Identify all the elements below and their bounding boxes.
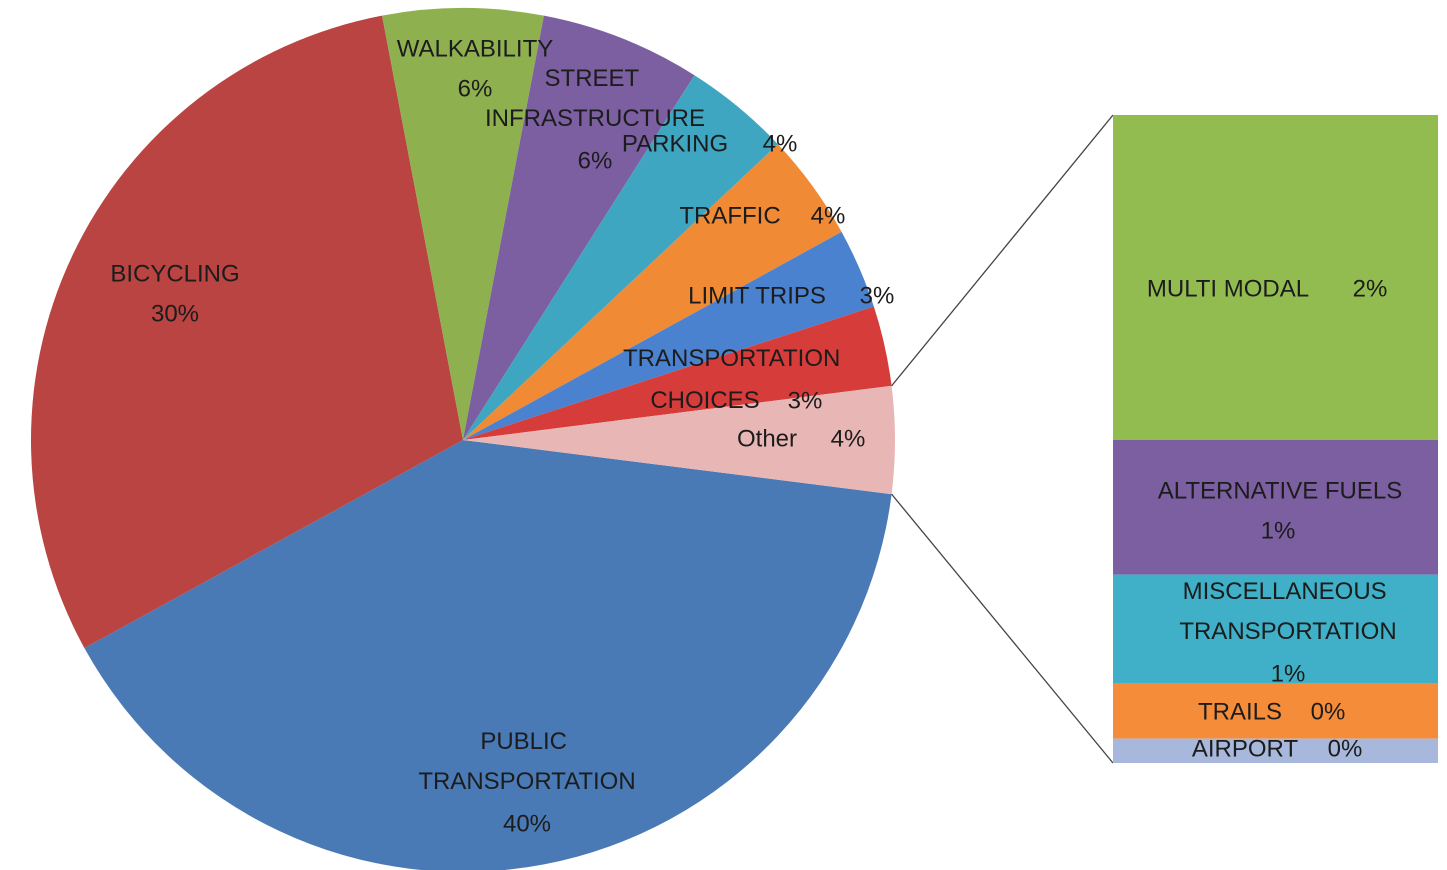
slice-value-label: 4% [811,202,846,229]
slice-label: TRAFFIC [679,202,780,229]
bar-value-label: 2% [1353,275,1388,302]
bar-label: MISCELLANEOUS TRANSPORTATION [1179,578,1396,645]
bar-segment [1113,574,1438,684]
pie-slice [382,7,544,440]
slice-value-label: 3% [788,387,823,414]
bar-value-label: 0% [1328,735,1363,762]
slice-value-label: 30% [151,300,199,327]
pie-slice [463,144,842,441]
pie-slice [463,75,778,440]
slice-label: TRANSPORTATION CHOICES [623,345,847,414]
bar-segment [1113,439,1438,575]
slice-label: PARKING [622,130,728,157]
slice-value-label: 40% [503,810,551,837]
slice-value-label: 4% [831,425,866,452]
pie-slice [30,15,463,649]
pie-slice [463,306,892,440]
bar-value-label: 1% [1271,660,1306,687]
slice-label: LIMIT TRIPS [688,282,826,309]
pie-slice [463,231,874,440]
slice-value-label: 6% [578,147,613,174]
bar-segment [1113,115,1438,440]
connector-line [891,493,1114,764]
slice-label: Other [737,425,797,452]
pie-slice [84,440,892,870]
bar-label: ALTERNATIVE FUELS [1158,477,1403,504]
bar-label: MULTI MODAL [1147,275,1309,302]
bar-segment [1113,738,1438,763]
bar-label: TRAILS [1198,698,1282,725]
bar-label: AIRPORT [1192,735,1299,762]
slice-value-label: 6% [458,75,493,102]
slice-label: WALKABILITY [397,35,554,62]
pie-slice [463,385,895,495]
bar-value-label: 0% [1311,698,1346,725]
slice-label: STREET INFRASTRUCTURE [485,65,705,132]
bar-segment [1113,683,1438,739]
slice-label: PUBLIC TRANSPORTATION [418,728,635,795]
bar-value-label: 1% [1261,517,1296,544]
slice-value-label: 4% [763,130,798,157]
slice-value-label: 3% [860,282,895,309]
connector-line [891,114,1114,387]
slice-label: BICYCLING [110,260,239,287]
pie-slice [463,15,695,440]
